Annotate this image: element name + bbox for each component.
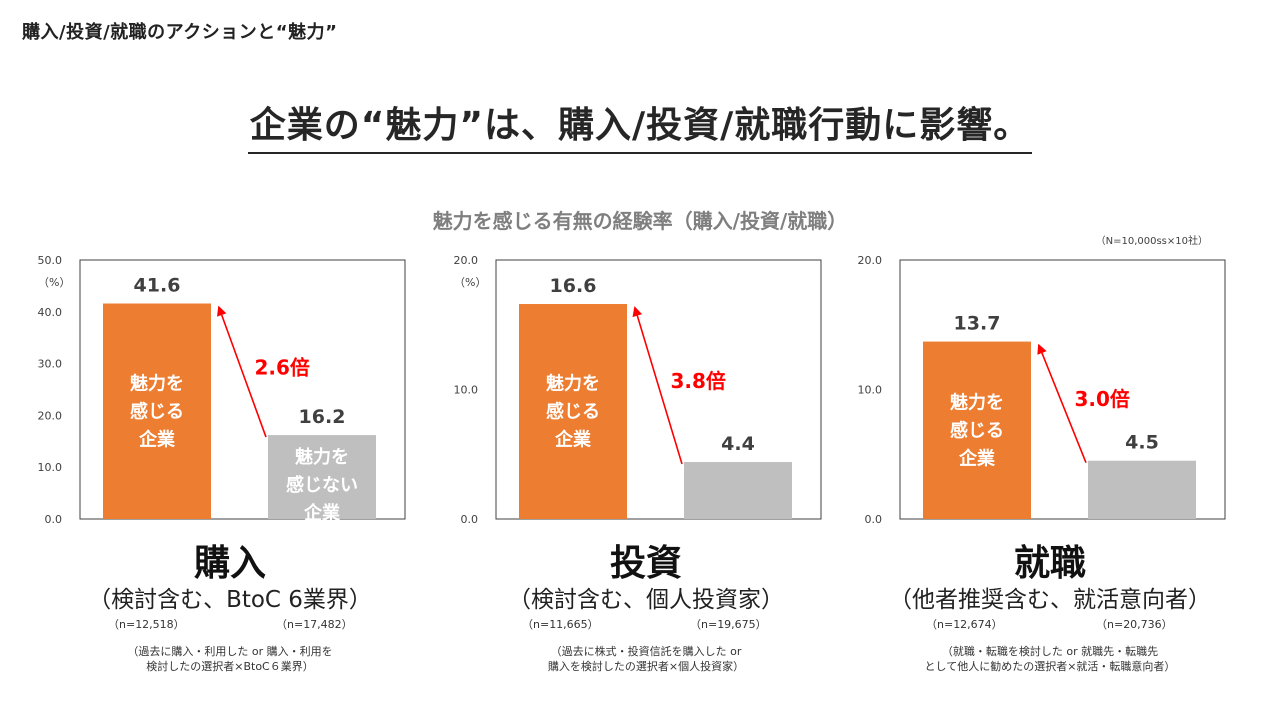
n-label-not-attractive: （n=20,736） <box>1096 618 1173 631</box>
comparison-arrow <box>217 305 267 438</box>
panel-title: 購入 <box>193 543 266 584</box>
comparison-arrow <box>1037 343 1087 464</box>
y-tick-label: 20.0 <box>858 254 883 267</box>
panel-subtitle: （他者推奨含む、就活意向者） <box>889 587 1211 613</box>
bar-not-attractive <box>268 435 376 519</box>
bar-not-attractive <box>684 462 792 519</box>
data-label: 4.5 <box>1125 432 1159 454</box>
note-line: （就職・転職を検討した or 就職先・転職先 <box>941 645 1159 658</box>
y-axis-unit-label: （%） <box>38 276 70 289</box>
base-note: （N=10,000ss×10社） <box>1095 236 1208 247</box>
bar-inner-label: 感じる <box>130 400 184 422</box>
page-headline: 企業の“魅力”は、購入/投資/就職行動に影響。 <box>247 96 1033 154</box>
plot-area-frame <box>899 259 1226 520</box>
data-label: 16.2 <box>299 406 346 428</box>
data-label: 16.6 <box>550 275 597 297</box>
bar-inner-label: 魅力を <box>950 391 1004 413</box>
y-tick-label: 50.0 <box>38 254 63 267</box>
panel-note: （過去に購入・利用した or 購入・利用を 検討したの選択者×BtoC６業界） <box>20 644 440 674</box>
data-label: 13.7 <box>954 313 1001 335</box>
panel-title: 投資 <box>609 543 682 584</box>
y-tick-label: 10.0 <box>38 461 63 474</box>
data-label: 4.4 <box>721 433 755 455</box>
plot-area-frame <box>79 259 406 520</box>
y-tick-label: 20.0 <box>38 409 63 422</box>
bar-inner-label: 企業 <box>138 428 176 450</box>
bar-inner-label: 感じない <box>286 474 358 496</box>
y-tick-label: 0.0 <box>865 513 883 526</box>
bar-inner-label: 魅力を <box>295 446 349 468</box>
y-tick-label: 0.0 <box>461 513 479 526</box>
y-axis-unit-label: （%） <box>454 276 486 289</box>
bar-not-attractive <box>1088 460 1196 519</box>
n-label-attractive: （n=12,674） <box>926 618 1003 631</box>
bar-inner-label: 企業 <box>554 429 592 451</box>
multiplier-label: 3.0倍 <box>1075 387 1130 411</box>
bar-attractive <box>923 341 1031 519</box>
n-label-attractive: （n=12,518） <box>108 618 185 631</box>
bar-inner-label: 魅力を <box>546 373 600 395</box>
bar-inner-label: 企業 <box>303 502 341 524</box>
bar-attractive <box>519 304 627 519</box>
n-label-not-attractive: （n=17,482） <box>276 618 353 631</box>
multiplier-label: 3.8倍 <box>671 369 726 393</box>
chart-panel-investment: 0.0 10.0 20.0 （%） 16.6 魅力を感じる企業 4.4 3.8倍 投資 （検討… <box>436 250 856 700</box>
note-line: （過去に購入・利用した or 購入・利用を <box>127 645 333 658</box>
bar-inner-label: 感じる <box>950 419 1004 441</box>
chart-subtitle: 魅力を感じる有無の経験率（購入/投資/就職） <box>432 209 848 233</box>
n-label-not-attractive: （n=19,675） <box>690 618 767 631</box>
headline-wrap: 企業の“魅力”は、購入/投資/就職行動に影響。 <box>0 96 1280 154</box>
comparison-arrow <box>632 306 683 465</box>
y-tick-label: 10.0 <box>858 384 883 397</box>
chart-purchase: 0.010.020.030.040.050.0（%） 41.6魅力を感じる企業16… <box>38 254 406 526</box>
panel-title: 就職 <box>1013 543 1086 584</box>
chart-panel-purchase: 0.0 10.0 20.0 30.0 40.0 50.0 （%） 41.6 魅力を 感じる 企業 16… <box>20 250 440 700</box>
panel-subtitle: （検討含む、個人投資家） <box>508 587 784 613</box>
y-tick-label: 20.0 <box>454 254 479 267</box>
n-label-attractive: （n=11,665） <box>522 618 599 631</box>
chart-panel-employment: 0.0 10.0 20.0 13.7 魅力を感じる企業 4.5 3.0倍 就職 （他者推奨含… <box>840 250 1260 700</box>
note-line: （過去に株式・投資信託を購入した or <box>550 645 742 658</box>
y-tick-label: 10.0 <box>454 384 479 397</box>
multiplier-label: 2.6倍 <box>255 355 310 379</box>
bar-attractive <box>103 303 211 519</box>
y-tick-label: 40.0 <box>38 306 63 319</box>
y-tick-label: 0.0 <box>45 513 63 526</box>
note-line: 購入を検討したの選択者×個人投資家） <box>547 660 745 673</box>
bar-inner-label: 魅力を <box>130 372 184 394</box>
data-label: 41.6 <box>134 275 181 297</box>
panel-note: （就職・転職を検討した or 就職先・転職先 として他人に勧めたの選択者×就活・… <box>840 644 1260 674</box>
plot-area-frame <box>495 259 822 520</box>
breadcrumb: 購入/投資/就職のアクションと“魅力” <box>22 22 338 43</box>
y-tick-label: 30.0 <box>38 358 63 371</box>
panel-subtitle: （検討含む、BtoC 6業界） <box>88 587 372 613</box>
bar-inner-label: 企業 <box>958 447 996 469</box>
panel-note: （過去に株式・投資信託を購入した or 購入を検討したの選択者×個人投資家） <box>436 644 856 674</box>
note-line: として他人に勧めたの選択者×就活・転職意向者） <box>924 660 1176 673</box>
note-line: 検討したの選択者×BtoC６業界） <box>146 660 314 673</box>
bar-inner-label: 感じる <box>546 401 600 423</box>
